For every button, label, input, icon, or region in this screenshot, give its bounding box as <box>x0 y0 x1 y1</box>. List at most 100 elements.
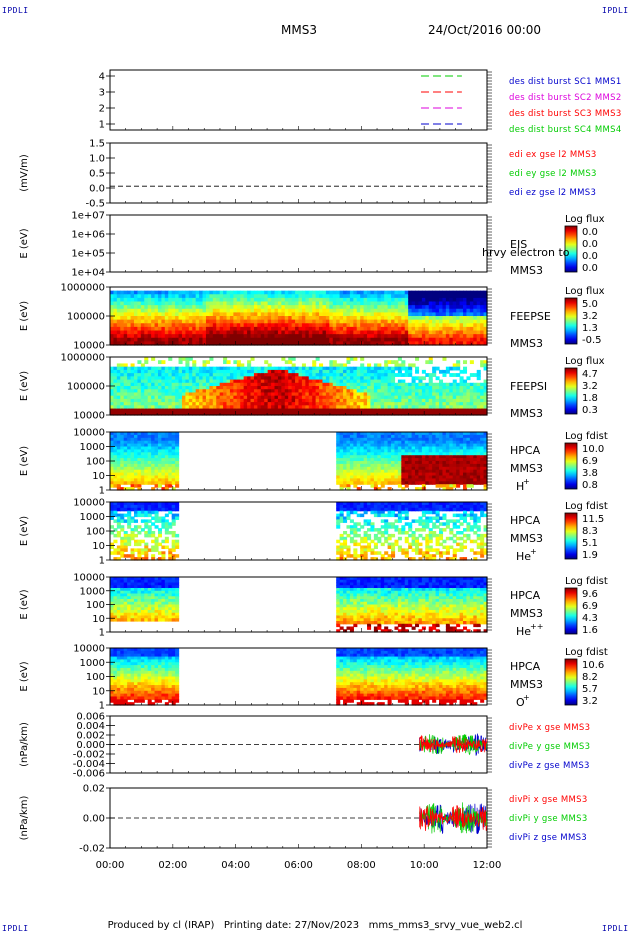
p5-spectro-cell <box>432 405 437 410</box>
p6-spectro-cell <box>346 440 351 445</box>
p4-spectro-cell <box>137 297 142 303</box>
p5-spectro-cell <box>401 366 406 371</box>
p4-spectro-cell <box>157 326 163 332</box>
p4-spectro-cell <box>288 312 293 317</box>
p4-spectro-cell <box>250 337 255 342</box>
p5-spectro-cell <box>154 402 159 406</box>
p6-spectro-cell <box>380 466 385 471</box>
p5-spectro-cell <box>336 405 341 410</box>
p4-spectro-cell <box>404 323 409 328</box>
p5-spectro-cell <box>483 411 488 416</box>
p4-spectro-cell <box>312 326 317 332</box>
p5-spectro-cell <box>127 398 132 403</box>
p6-spectro-cell <box>137 434 142 439</box>
p6-spectro-cell <box>452 484 457 488</box>
p4-spectro-cell <box>130 337 135 342</box>
p5-spectro-cell <box>415 366 420 371</box>
p5-spectro-cell <box>226 389 231 394</box>
p6-spectro-cell <box>130 443 135 448</box>
p6-spectro-cell <box>380 434 385 439</box>
p5-spectro-cell <box>435 386 440 390</box>
p6-spectro-cell <box>384 434 389 439</box>
p6-spectro-cell <box>164 434 169 439</box>
p5-spectro-cell <box>356 373 361 377</box>
p4-spectro-cell <box>435 323 440 328</box>
p4-spectro-cell <box>391 334 396 339</box>
p6-spectro-cell <box>442 434 447 439</box>
p4-spectro-cell <box>360 341 365 346</box>
p5-spectro-cell <box>137 402 142 406</box>
p5-spectro-cell <box>356 395 361 400</box>
p4-spectro-cell <box>456 308 461 313</box>
p5-spectro-cell <box>168 389 173 394</box>
p4-spectro-cell <box>325 305 330 310</box>
p3-frame <box>109 214 488 273</box>
p4-spectro-cell <box>144 305 149 310</box>
p3-overlay-label: hrvy electron to <box>482 246 570 259</box>
p6-spectro-cell <box>480 458 485 462</box>
p4-spectro-cell <box>391 323 396 328</box>
p6-spectro-cell <box>373 437 378 442</box>
p4-spectro-cell <box>415 312 420 317</box>
p6-spectro-cell <box>452 455 457 459</box>
p6-spectro-cell <box>140 446 145 450</box>
p4-spectro-cell <box>223 337 228 342</box>
p6-spectro-cell <box>367 481 372 485</box>
p6-spectro-cell <box>130 437 135 442</box>
p4-spectro-cell <box>151 330 156 335</box>
p5-spectro-cell <box>199 382 204 387</box>
p5-spectro-cell <box>253 408 258 413</box>
p5-spectro-cell <box>349 398 354 403</box>
p4-spectro-cell <box>373 337 378 342</box>
p6-spectro-cell <box>137 432 142 436</box>
p6-spectro-cell <box>483 440 488 445</box>
p4-spectro-cell <box>463 341 468 346</box>
p4-spectro-cell <box>432 326 437 332</box>
p5-spectro-cell <box>295 389 300 394</box>
p6-spectro-cell <box>161 446 166 450</box>
p5-spectro-cell <box>137 366 142 371</box>
p6-spectro-cell <box>466 478 471 482</box>
p4-spectro-cell <box>195 312 200 317</box>
p4-spectro-cell <box>483 334 488 339</box>
p4-spectro-cell <box>469 330 474 335</box>
p5-spectro-cell <box>308 405 313 410</box>
p6-spectro-cell <box>171 463 176 468</box>
p4-spectro-cell <box>295 294 300 299</box>
p4-spectro-cell <box>127 334 132 339</box>
p6-spectro-cell <box>123 472 128 477</box>
p6-spectro-cell <box>387 434 392 439</box>
p6-spectro-cell <box>133 458 139 462</box>
p5-spectro-cell <box>456 363 461 368</box>
p4-spectro-cell <box>236 334 241 339</box>
p4-spectro-cell <box>250 341 255 346</box>
p4-spectro-cell <box>219 334 224 339</box>
p5-spectro-cell <box>151 402 156 406</box>
p4-spectro-cell <box>408 308 413 313</box>
p7-spectro-cell <box>116 531 121 535</box>
p5-spectro-cell <box>312 392 317 397</box>
p7-spectro-cell <box>120 542 125 547</box>
p4-spectro-cell <box>356 316 361 321</box>
p6-spectro-cell <box>428 449 433 453</box>
p5-spectro-cell <box>264 379 269 384</box>
p5-spectro-cell <box>391 405 396 410</box>
p5-spectro-cell <box>483 360 488 365</box>
p4-spectro-cell <box>229 334 234 339</box>
p6-spectro-cell <box>120 475 125 479</box>
p4-spectro-cell <box>411 330 416 335</box>
p4-spectro-cell <box>226 294 231 299</box>
p5-spectro-cell <box>130 382 135 387</box>
p4-spectro-cell <box>219 312 224 317</box>
p5-spectro-cell <box>209 382 214 387</box>
p4-spectro-cell <box>353 294 358 299</box>
p5-spectro-cell <box>175 408 180 413</box>
p4-spectro-cell <box>387 330 392 335</box>
p5-spectro-cell <box>387 369 392 374</box>
p6-spectro-cell <box>363 458 368 462</box>
p4-spectro-cell <box>209 308 214 313</box>
p5-spectro-cell <box>308 366 313 371</box>
p6-spectro-cell <box>168 455 173 459</box>
p4-spectro-cell <box>401 294 406 299</box>
p4-spectro-cell <box>195 334 200 339</box>
